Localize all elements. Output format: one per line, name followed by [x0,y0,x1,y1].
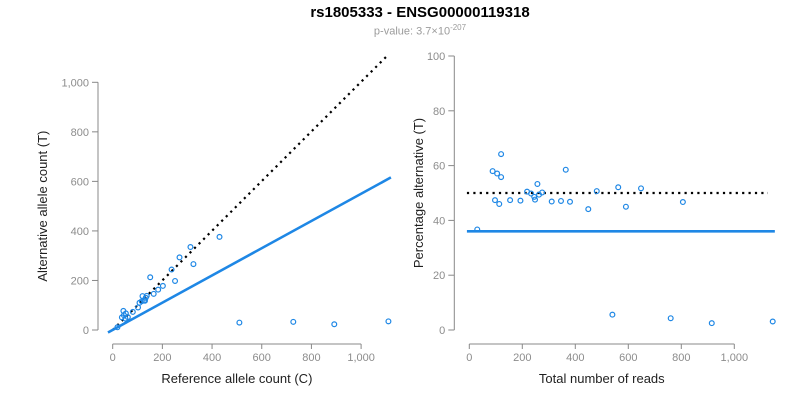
identity-line [111,55,388,331]
x-tick-label: 0 [466,352,472,364]
right-scatter-plot: 0 200 400 600 800 1,000 0 20 40 60 80 100 Total numb… [411,51,776,386]
y-tick-label: 800 [71,127,89,139]
data-point [638,185,645,192]
data-point [168,266,175,273]
y-tick-label: 40 [433,215,445,227]
y-tick-label: 1,000 [61,77,89,89]
x-tick-label: 1,000 [721,352,749,364]
data-point [769,318,776,325]
x-tick-label: 800 [672,352,690,364]
y-tick-label: 100 [427,51,445,63]
data-point [494,170,501,177]
data-point [539,189,546,196]
data-point [528,190,535,197]
data-point [507,197,514,204]
y-axis-title: Alternative allele count (T) [35,131,50,282]
data-point [566,198,573,205]
data-point [331,321,338,328]
data-point [385,318,392,325]
data-point [593,188,600,195]
data-point [622,203,629,210]
y-tick-label: 60 [433,161,445,173]
data-point [708,320,715,327]
data-point [679,199,686,206]
data-point [290,318,297,325]
y-tick-label: 400 [71,226,89,238]
data-point [236,319,243,326]
data-point [498,174,505,181]
data-point [532,196,539,203]
x-tick-label: 600 [619,352,637,364]
x-tick-label: 0 [110,352,116,364]
data-point [517,197,524,204]
data-point [585,206,592,213]
data-point [155,286,162,293]
x-tick-label: 200 [153,352,171,364]
x-tick-label: 400 [566,352,584,364]
data-point [498,151,505,158]
x-axis-title: Reference allele count (C) [161,371,312,386]
data-point [172,277,179,284]
data-point [557,197,564,204]
data-point [667,315,674,322]
data-point [176,254,183,261]
p-value-exponent: -207 [450,23,467,32]
x-tick-label: 1,000 [347,352,375,364]
data-point [489,168,496,175]
y-tick-label: 0 [439,325,445,337]
data-point [534,180,541,187]
data-point [531,193,538,200]
y-tick-label: 20 [433,270,445,282]
y-tick-label: 600 [71,176,89,188]
fit-line [107,176,392,334]
x-tick-label: 600 [253,352,271,364]
data-point [124,314,131,321]
data-point [492,197,499,204]
data-point [159,282,166,289]
data-point [216,233,223,240]
data-point [114,324,121,331]
x-tick-label: 400 [203,352,221,364]
data-point [129,308,136,315]
y-tick-label: 0 [83,325,89,337]
data-point [143,292,150,299]
data-point [496,200,503,207]
plot-title: rs1805333 - ENSG00000119318 [310,4,530,21]
x-axis-title: Total number of reads [539,371,665,386]
data-point [147,274,154,281]
data-point [562,166,569,173]
data-point [548,198,555,205]
y-axis-title: Percentage alternative (T) [411,118,426,268]
data-point [150,290,157,297]
data-point [187,244,194,251]
data-point [615,184,622,191]
plot-subtitle: p-value: 3.7×10-207 [40,23,800,38]
p-value-text: p-value: 3.7×10 [373,25,451,38]
data-point [190,261,197,268]
data-point [141,297,148,304]
x-tick-label: 800 [302,352,320,364]
y-tick-label: 200 [71,275,89,287]
y-tick-label: 80 [433,106,445,118]
x-tick-label: 200 [513,352,531,364]
left-scatter-plot: 0 200 400 600 800 1,000 0 200 400 600 800 1,000 Refe… [35,55,392,386]
data-point [609,311,616,318]
data-point [474,226,481,233]
